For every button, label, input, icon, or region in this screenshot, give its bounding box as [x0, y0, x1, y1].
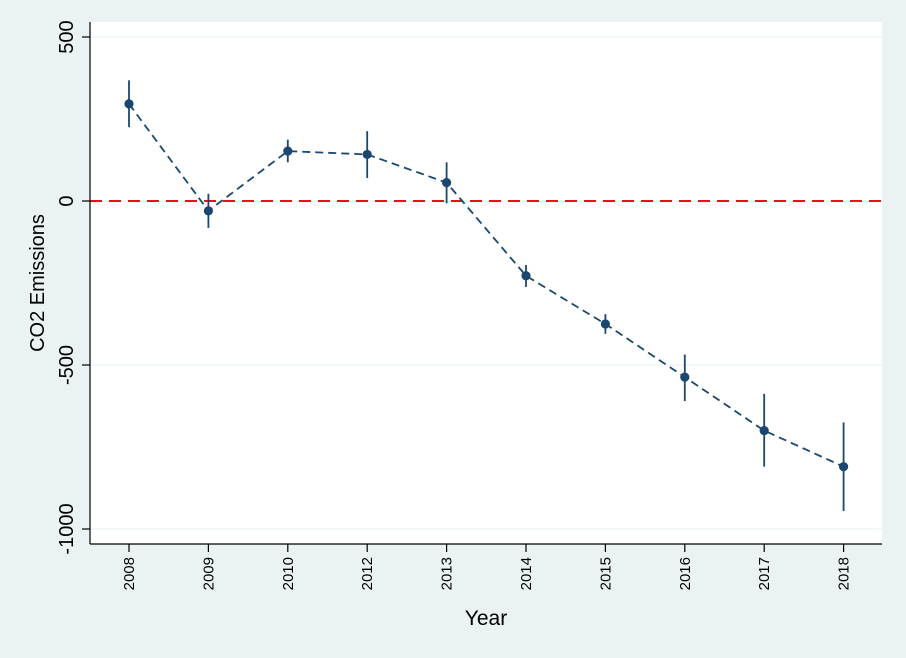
data-point: [203, 206, 213, 216]
x-tick-label: 2017: [756, 557, 773, 590]
x-axis-title: Year: [465, 607, 507, 630]
x-tick-label: 2018: [836, 557, 853, 590]
data-point: [839, 462, 849, 472]
x-tick-label: 2014: [518, 557, 535, 590]
data-point: [124, 99, 134, 109]
y-tick-label: -1000: [56, 503, 78, 554]
data-point: [521, 271, 531, 281]
data-point: [362, 149, 372, 160]
x-tick-label: 2016: [677, 557, 694, 590]
x-axis: 2008 2009 2010 2012 2013 2014 2015 2016 2017 2018: [121, 544, 853, 590]
x-tick-label: 2009: [200, 557, 217, 590]
x-tick-label: 2012: [359, 557, 376, 590]
y-tick-label: 500: [56, 20, 78, 53]
data-point: [759, 426, 769, 436]
series-line: [128, 103, 844, 468]
x-tick-label: 2013: [439, 557, 456, 590]
data-point: [442, 178, 452, 188]
y-axis-title: CO2 Emissions: [27, 214, 49, 352]
y-axis: 500 0 -500 -1000: [56, 20, 90, 555]
plot-area: [90, 22, 882, 544]
data-point: [283, 146, 293, 156]
x-tick-label: 2010: [280, 557, 297, 590]
y-tick-label: 0: [56, 195, 78, 206]
data-point: [600, 319, 611, 329]
y-tick-label: -500: [56, 345, 78, 385]
x-tick-label: 2015: [597, 557, 614, 590]
x-tick-label: 2008: [121, 557, 138, 590]
data-points: [124, 99, 849, 472]
data-point: [680, 372, 690, 382]
